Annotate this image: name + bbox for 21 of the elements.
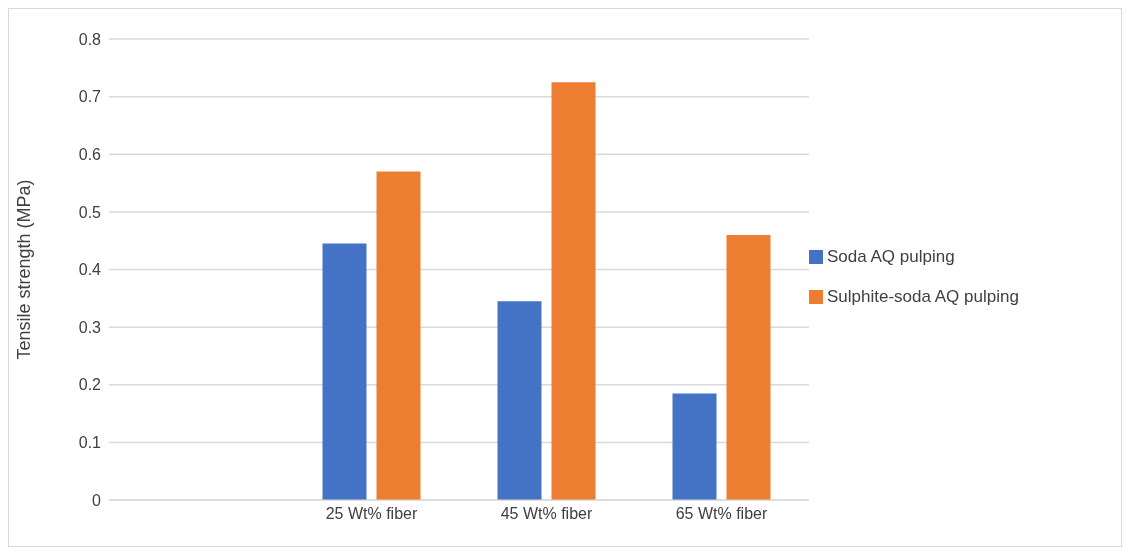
legend-label: Sulphite-soda AQ pulping — [827, 286, 1019, 306]
y-tick-label: 0 — [92, 491, 102, 509]
bar — [497, 301, 542, 500]
y-tick-label: 0.5 — [78, 203, 102, 221]
y-tick-label: 0.2 — [78, 376, 102, 394]
bar — [726, 234, 771, 500]
y-tick-label: 0.8 — [78, 30, 102, 48]
legend-label: Soda AQ pulping — [827, 246, 955, 266]
y-tick-label: 0.6 — [78, 145, 102, 163]
y-tick-label: 0.4 — [78, 261, 102, 279]
y-tick-label: 0.3 — [78, 318, 102, 336]
x-tick-label: 45 Wt% fiber — [500, 505, 593, 523]
bar — [672, 393, 717, 500]
y-tick-label: 0.1 — [78, 434, 102, 452]
bar — [322, 243, 367, 500]
bar — [376, 171, 421, 500]
x-tick-label: 65 Wt% fiber — [675, 505, 768, 523]
y-axis-title: Tensile strength (MPa) — [14, 179, 35, 360]
bar — [551, 82, 596, 500]
x-tick-label: 25 Wt% fiber — [325, 505, 418, 523]
y-tick-label: 0.7 — [78, 88, 102, 106]
